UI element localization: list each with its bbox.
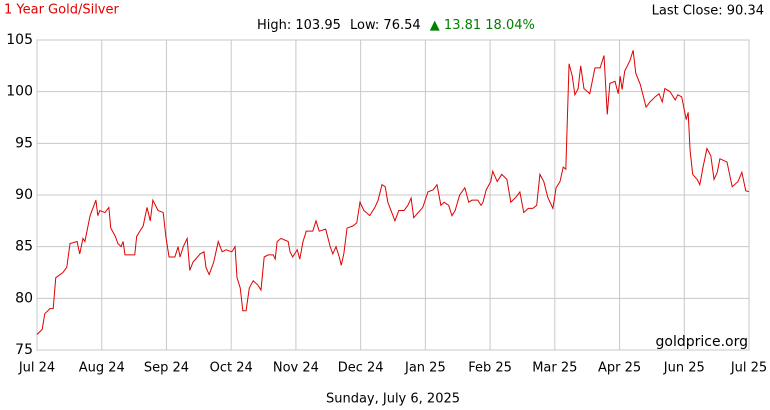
y-tick-label: 95 (15, 135, 33, 151)
x-tick-label: Oct 24 (210, 361, 253, 376)
stats: High: 103.95 Low: 76.54 ▲ 13.81 18.04% (257, 18, 535, 33)
change: ▲ 13.81 18.04% (430, 18, 535, 33)
y-tick-label: 90 (15, 187, 33, 203)
x-tick-label: Jan 25 (404, 361, 446, 376)
x-tick-label: Feb 25 (468, 361, 512, 376)
y-tick-label: 85 (15, 239, 33, 255)
y-tick-label: 100 (6, 84, 33, 100)
price-line (36, 50, 750, 335)
x-tick-label: Nov 24 (273, 361, 319, 376)
y-tick-label: 105 (6, 32, 33, 48)
x-tick-label: Aug 24 (79, 361, 125, 376)
x-tick-label: Jul 24 (18, 361, 55, 376)
grid (36, 39, 750, 351)
chart-title: 1 Year Gold/Silver (4, 3, 119, 18)
x-tick-label: Sep 24 (144, 361, 189, 376)
x-tick-label: Jul 25 (730, 361, 767, 376)
low: Low: 76.54 (350, 18, 421, 33)
watermark: goldprice.org (656, 334, 748, 350)
last-close: Last Close: 90.34 (652, 4, 764, 19)
marks (36, 50, 750, 335)
x-tick-label: Mar 25 (532, 361, 577, 376)
date-label: Sunday, July 6, 2025 (326, 392, 460, 407)
x-tick-label: Jun 25 (663, 361, 705, 376)
high: High: 103.95 (257, 18, 341, 33)
y-tick-label: 75 (15, 342, 33, 358)
x-tick-label: Dec 24 (338, 361, 384, 376)
y-tick-label: 80 (15, 290, 33, 306)
x-tick-label: Apr 25 (598, 361, 641, 376)
